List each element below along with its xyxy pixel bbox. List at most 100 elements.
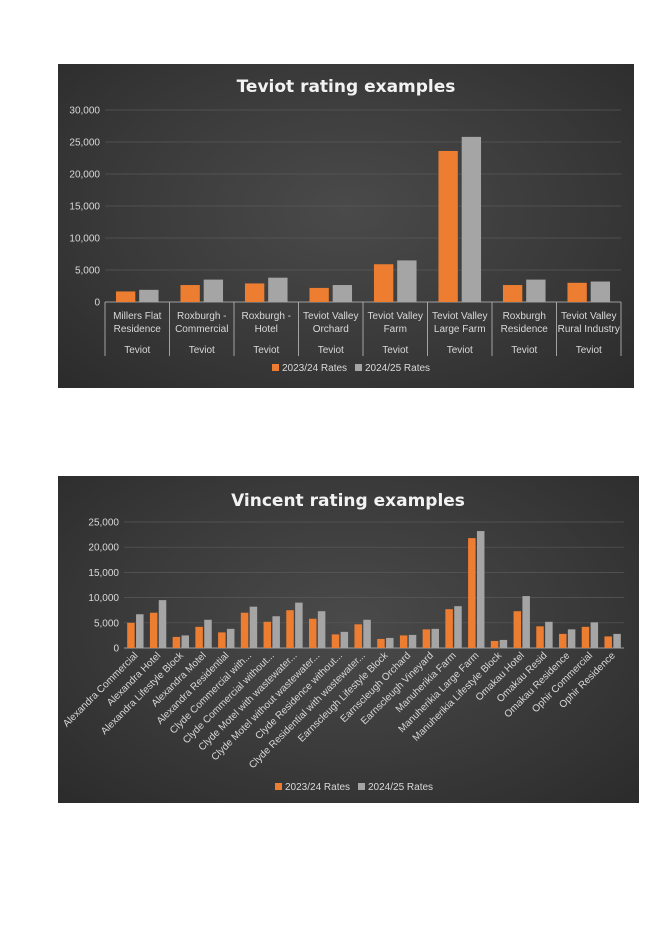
bar-2023-24	[604, 636, 612, 648]
bar-2024-25	[431, 628, 439, 648]
bar-2024-25	[386, 637, 394, 648]
bar-2023-24	[195, 626, 203, 648]
bar-2024-25	[567, 629, 576, 648]
x-category-label: Roxburgh -	[242, 311, 291, 322]
bar-2023-24	[172, 636, 181, 648]
bar-2023-24	[468, 538, 476, 648]
bar-2024-25	[204, 619, 212, 648]
y-tick-label: 20,000	[88, 543, 119, 554]
bar-2023-24	[218, 632, 226, 648]
x-category-label: Roxburgh -	[177, 311, 226, 322]
bar-2023-24	[422, 629, 431, 648]
bar-2023-24	[502, 285, 523, 302]
bar-2024-25	[332, 285, 353, 302]
bar-2024-25	[590, 281, 611, 302]
bar-2023-24	[149, 612, 158, 648]
y-tick-label: 25,000	[88, 518, 119, 529]
bar-2023-24	[536, 626, 544, 648]
x-category-label: Farm	[384, 324, 407, 335]
y-tick-label: 0	[113, 644, 119, 655]
legend-swatch-2023-24	[275, 783, 282, 790]
bar-2023-24	[490, 640, 499, 648]
x-group-label: Teviot	[318, 345, 344, 356]
bar-2023-24	[127, 622, 135, 648]
bar-2024-25	[139, 289, 159, 302]
x-category-label: Commercial	[175, 324, 228, 335]
y-tick-label: 20,000	[69, 170, 100, 181]
bar-2023-24	[309, 287, 329, 302]
bar-2023-24	[377, 638, 385, 648]
y-tick-label: 15,000	[69, 202, 100, 213]
chart-title: Vincent rating examples	[231, 491, 465, 511]
bar-2024-25	[476, 531, 485, 648]
y-tick-label: 30,000	[69, 106, 100, 117]
teviot-chart-svg: Teviot rating examples 0 5,000 10,000 15,00…	[69, 77, 622, 374]
x-group-label: Teviot	[124, 345, 150, 356]
bar-2023-24	[244, 283, 265, 302]
bar-2024-25	[408, 634, 417, 648]
y-tick-label: 5,000	[94, 618, 119, 629]
x-category-label: Residence	[114, 324, 162, 335]
x-category-label: Roxburgh	[503, 311, 546, 322]
vincent-chart: Vincent rating examples 0 5,000 10,000 15,0…	[58, 476, 639, 803]
teviot-chart: Teviot rating examples 0 5,000 10,000 15,00…	[58, 64, 634, 388]
bar-2024-25	[268, 277, 288, 302]
bar-2024-25	[181, 635, 189, 648]
x-group-label: Teviot	[189, 345, 215, 356]
bar-2024-25	[317, 611, 326, 648]
bar-2023-24	[331, 634, 340, 648]
bar-2023-24	[513, 611, 522, 648]
legend-swatch-2024-25	[358, 783, 365, 790]
bar-2023-24	[373, 264, 394, 302]
y-tick-label: 10,000	[88, 593, 119, 604]
bar-2023-24	[115, 291, 136, 302]
x-category-label: Millers Flat	[113, 311, 162, 322]
y-tick-label: 5,000	[75, 266, 100, 277]
bar-2023-24	[581, 626, 590, 648]
bar-2023-24	[240, 612, 249, 648]
bar-2024-25	[295, 602, 303, 648]
x-category-label: Orchard	[313, 324, 349, 335]
bar-2024-25	[340, 631, 349, 648]
bar-2024-25	[461, 136, 482, 302]
x-category-label: Large Farm	[434, 324, 486, 335]
bar-2024-25	[203, 279, 224, 302]
legend-swatch-2024-25	[355, 364, 362, 371]
x-group-label: Teviot	[253, 345, 279, 356]
bar-2023-24	[567, 282, 587, 302]
bar-2024-25	[526, 279, 546, 302]
bar-2024-25	[363, 619, 371, 648]
bar-2023-24	[559, 633, 567, 648]
x-category-label: Teviot Valley	[561, 311, 616, 322]
legend-label-2023-24: 2023/24 Rates	[285, 782, 350, 793]
vincent-chart-svg: Vincent rating examples 0 5,000 10,000 15,0…	[61, 491, 624, 793]
y-tick-label: 10,000	[69, 234, 100, 245]
x-category-label: Residence	[501, 324, 549, 335]
x-category-label: Hotel	[255, 324, 278, 335]
bar-2023-24	[399, 635, 408, 648]
bar-2023-24	[180, 285, 200, 302]
x-category-label: Teviot Valley	[303, 311, 358, 322]
bar-2024-25	[545, 621, 553, 648]
x-category-label: Rural Industry	[558, 324, 620, 335]
y-tick-label: 25,000	[69, 138, 100, 149]
x-category-label: Teviot Valley	[432, 311, 487, 322]
bar-2024-25	[499, 639, 508, 648]
x-group-label: Teviot	[447, 345, 473, 356]
bar-2024-25	[454, 606, 462, 648]
bar-2024-25	[226, 628, 235, 648]
x-group-label: Teviot	[576, 345, 602, 356]
bar-2024-25	[522, 596, 530, 648]
bar-2023-24	[438, 150, 458, 302]
bar-2024-25	[249, 606, 258, 648]
x-group-label: Teviot	[511, 345, 537, 356]
legend-swatch-2023-24	[272, 364, 279, 371]
bar-2023-24	[354, 624, 362, 648]
bar-2024-25	[613, 633, 621, 648]
x-category-label: Teviot Valley	[368, 311, 423, 322]
bar-2024-25	[272, 616, 280, 648]
bar-2024-25	[136, 614, 144, 648]
bar-2024-25	[590, 622, 599, 648]
bar-2023-24	[263, 621, 272, 648]
legend-label-2024-25: 2024/25 Rates	[368, 782, 433, 793]
